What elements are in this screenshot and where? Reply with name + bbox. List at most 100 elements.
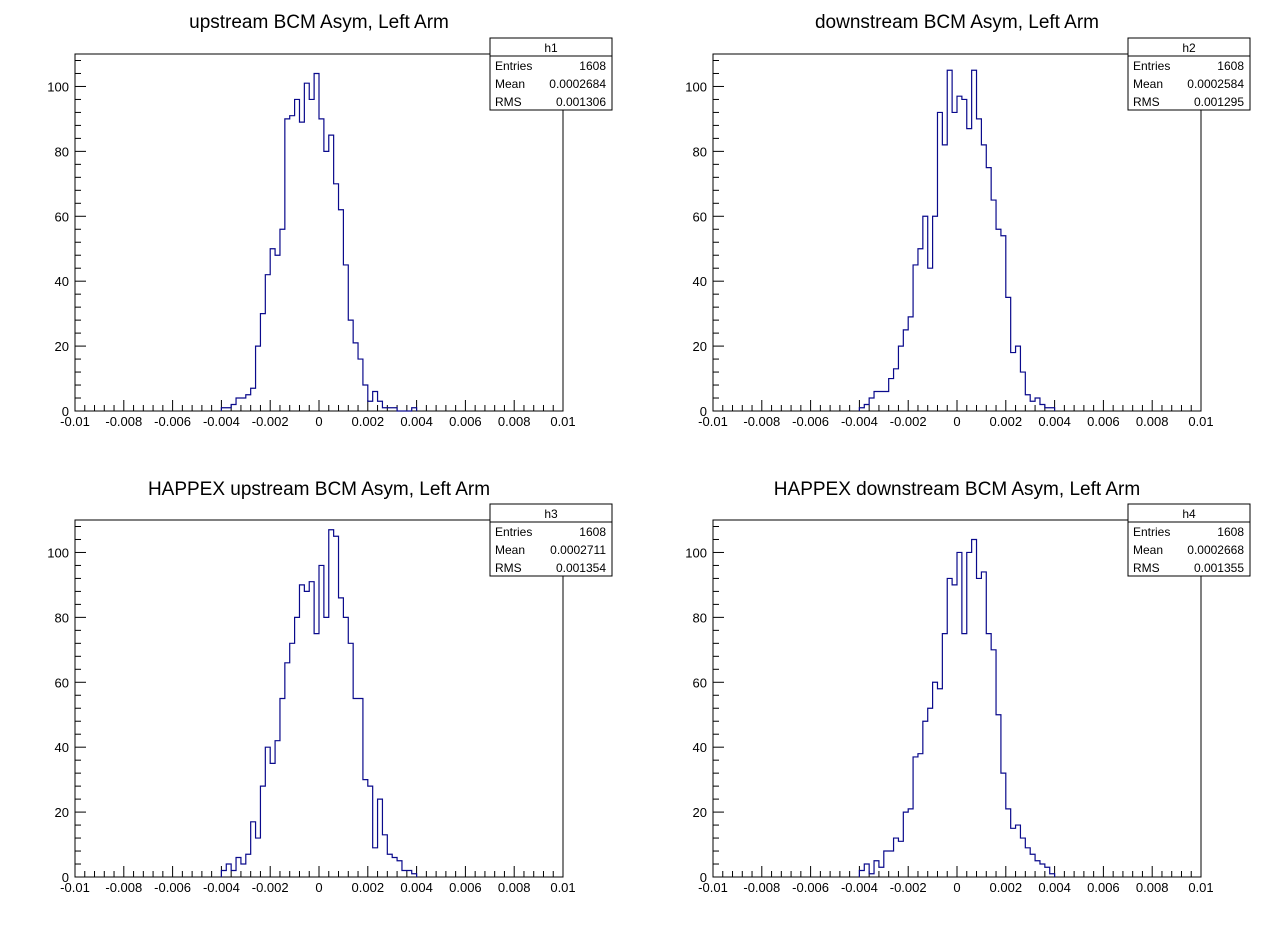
histogram-bin xyxy=(874,861,879,877)
histogram-bin xyxy=(933,216,938,411)
y-tick-label: 0 xyxy=(700,870,707,885)
x-tick-label: 0.01 xyxy=(550,414,575,429)
histogram-bin xyxy=(947,578,952,877)
histogram-bin xyxy=(299,585,304,877)
histogram-bin xyxy=(295,99,300,411)
histogram-bin xyxy=(884,392,889,411)
histogram-bin xyxy=(889,379,894,411)
histogram-bin xyxy=(270,763,275,877)
histogram-bin xyxy=(334,536,339,877)
histogram-bin xyxy=(903,330,908,411)
stats-value-rms: 0.001354 xyxy=(556,561,606,575)
x-tick-label: 0.01 xyxy=(1188,414,1213,429)
histogram-bin xyxy=(290,643,295,877)
x-tick-label: -0.006 xyxy=(154,880,191,895)
histogram-bin xyxy=(1045,408,1050,411)
histogram-bin xyxy=(241,864,246,877)
histogram-bin xyxy=(373,392,378,411)
y-tick-label: 80 xyxy=(693,144,707,159)
stats-box-frame xyxy=(1127,37,1251,111)
histogram-bin xyxy=(319,119,324,411)
stats-value-entries: 1608 xyxy=(579,525,606,539)
histogram-bin xyxy=(942,145,947,411)
histogram-bin xyxy=(937,689,942,877)
x-tick-label: 0.006 xyxy=(449,880,482,895)
stats-box: h1 Entries 1608 Mean 0.0002684 RMS 0.001306 xyxy=(489,37,613,111)
histogram-bin xyxy=(246,395,251,411)
histogram-bin xyxy=(226,408,231,411)
histogram-bin xyxy=(343,617,348,877)
y-tick-label: 60 xyxy=(55,675,69,690)
x-tick-label: -0.01 xyxy=(60,880,90,895)
x-tick-label: 0 xyxy=(315,414,322,429)
histogram-bin xyxy=(348,320,353,411)
histogram-bin xyxy=(898,841,903,877)
histogram-bin xyxy=(339,210,344,411)
histogram-bin xyxy=(864,405,869,411)
histogram-outline xyxy=(858,538,1056,877)
stats-box: h4 Entries 1608 Mean 0.0002668 RMS 0.001355 xyxy=(1127,503,1251,577)
x-tick-label: -0.004 xyxy=(841,880,878,895)
y-tick-label: 80 xyxy=(55,610,69,625)
histogram-bin xyxy=(275,255,280,411)
histogram-bin xyxy=(874,392,879,411)
stats-box: h3 Entries 1608 Mean 0.0002711 RMS 0.001354 xyxy=(489,503,613,577)
histogram-bin xyxy=(353,343,358,411)
chart-title: HAPPEX downstream BCM Asym, Left Arm xyxy=(774,479,1140,500)
histogram-bin xyxy=(260,314,265,411)
histogram-bin xyxy=(996,715,1001,877)
histogram-bin xyxy=(1040,864,1045,877)
histogram-bin xyxy=(260,786,265,877)
histogram-panel-3: HAPPEX upstream BCM Asym, Left Arm -0.01 -… xyxy=(47,479,613,895)
histogram-bin xyxy=(889,851,894,877)
histogram-bin xyxy=(334,184,339,411)
histogram-bin xyxy=(236,398,241,411)
histogram-bin xyxy=(918,249,923,411)
chart-title: HAPPEX upstream BCM Asym, Left Arm xyxy=(148,479,490,500)
histogram-bin xyxy=(1011,828,1016,877)
histogram-panel-2: downstream BCM Asym, Left Arm -0.01 -0.008… xyxy=(685,12,1251,429)
histogram-bin xyxy=(309,582,314,877)
y-tick-label: 0 xyxy=(700,404,707,419)
histogram-bin xyxy=(986,634,991,877)
x-tick-label: -0.002 xyxy=(252,414,289,429)
histogram-bin xyxy=(246,854,251,877)
histogram-bin xyxy=(977,578,982,877)
histogram-bin xyxy=(859,871,864,877)
x-tick-label: 0.01 xyxy=(550,880,575,895)
x-tick-label: 0.008 xyxy=(498,880,531,895)
histogram-bin xyxy=(972,70,977,411)
histogram-bin xyxy=(981,572,986,877)
histogram-bin xyxy=(991,650,996,877)
histogram-bin xyxy=(368,786,373,877)
stats-value-entries: 1608 xyxy=(579,59,606,73)
histogram-bin xyxy=(913,757,918,877)
histogram-bin xyxy=(231,871,236,877)
x-tick-label: -0.01 xyxy=(698,880,728,895)
histogram-bin xyxy=(903,812,908,877)
histogram-bin xyxy=(967,129,972,411)
histogram-bin xyxy=(898,346,903,411)
y-tick-label: 20 xyxy=(55,339,69,354)
histogram-bin xyxy=(319,565,324,877)
histogram-bin xyxy=(977,119,982,411)
histogram-bin xyxy=(221,871,226,877)
stats-label-rms: RMS xyxy=(1133,561,1160,575)
histogram-bin xyxy=(1035,398,1040,411)
histogram-bin xyxy=(1020,372,1025,411)
histogram-bin xyxy=(908,809,913,877)
x-tick-label: -0.002 xyxy=(252,880,289,895)
histogram-bin xyxy=(363,385,368,411)
histogram-bin xyxy=(285,663,290,877)
x-tick-label: -0.01 xyxy=(60,414,90,429)
x-tick-label: -0.006 xyxy=(792,414,829,429)
histogram-bin xyxy=(942,634,947,877)
y-tick-label: 20 xyxy=(693,805,707,820)
x-tick-label: -0.008 xyxy=(743,880,780,895)
histogram-outline xyxy=(858,69,1056,411)
x-tick-label: 0 xyxy=(953,880,960,895)
histogram-bin xyxy=(918,754,923,877)
histogram-bin xyxy=(343,265,348,411)
histogram-bin xyxy=(270,249,275,411)
